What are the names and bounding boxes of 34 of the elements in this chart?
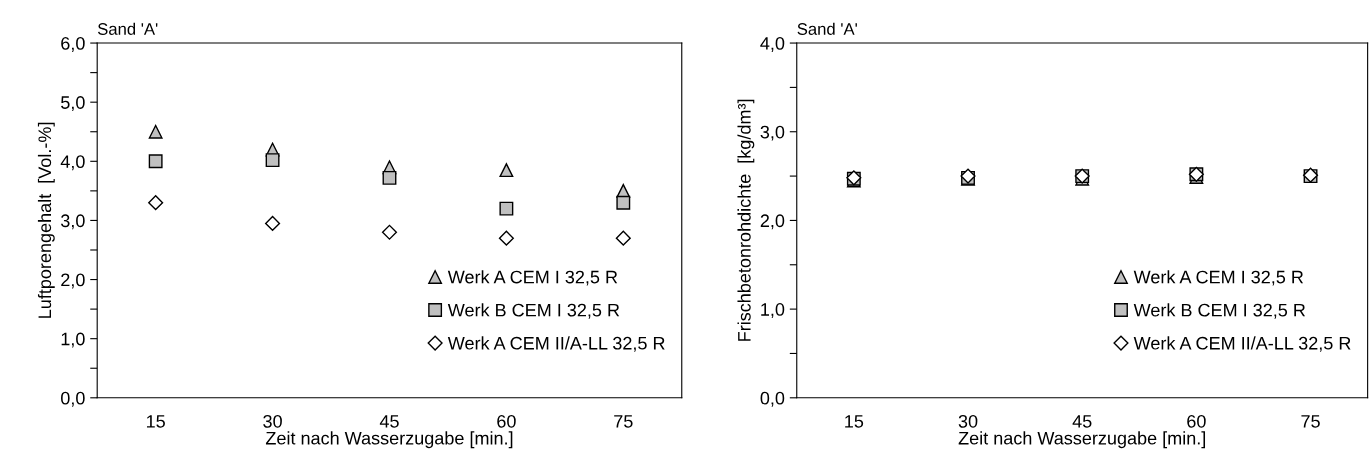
y-tick-label: 3,0 xyxy=(60,214,85,230)
legend-label: Werk A CEM I 32,5 R xyxy=(447,270,618,286)
chart-title: Sand 'A' xyxy=(797,22,857,35)
legend-label: Werk B CEM I 32,5 R xyxy=(447,303,620,319)
y-tick-label: 5,0 xyxy=(61,96,85,112)
y-tick-label: 2,0 xyxy=(61,273,85,289)
chart-title: Sand 'A' xyxy=(97,22,158,35)
y-axis-title: Frischbetonrohdichte [kg/dm³] xyxy=(737,99,755,341)
x-tick-label: 30 xyxy=(958,414,978,428)
x-tick-label: 15 xyxy=(845,415,864,428)
y-tick-label: 3,0 xyxy=(760,125,785,141)
x-tick-label: 75 xyxy=(614,415,633,428)
legend-label: Werk A CEM I 32,5 R xyxy=(1133,270,1304,286)
x-axis-title: Zeit nach Wasserzugabe [min.] xyxy=(958,431,1206,449)
y-tick-label: 2,0 xyxy=(760,214,785,230)
legend-label: Werk B CEM I 32,5 R xyxy=(1133,303,1306,319)
x-tick-label: 45 xyxy=(1072,415,1092,428)
y-tick-label: 4,0 xyxy=(760,36,785,52)
x-tick-label: 75 xyxy=(1301,415,1320,428)
y-tick-label: 4,0 xyxy=(60,155,85,171)
x-tick-label: 15 xyxy=(146,415,165,428)
legend-label: Werk A CEM II/A-LL 32,5 R xyxy=(1133,336,1351,352)
x-tick-label: 30 xyxy=(263,414,282,428)
y-tick-label: 6,0 xyxy=(61,36,85,52)
x-axis-title: Zeit nach Wasserzugabe [min.] xyxy=(265,431,513,449)
y-tick-label: 0,0 xyxy=(61,391,85,407)
y-axis-title: Luftporengehalt [Vol.-%] xyxy=(37,122,55,318)
y-tick-label: 0,0 xyxy=(760,391,785,407)
y-tick-label: 1,0 xyxy=(761,303,785,318)
y-tick-label: 1,0 xyxy=(61,332,85,348)
x-tick-label: 60 xyxy=(1187,414,1206,428)
x-tick-label: 45 xyxy=(379,415,399,428)
x-tick-label: 60 xyxy=(497,414,516,428)
legend-label: Werk A CEM II/A-LL 32,5 R xyxy=(447,336,665,352)
